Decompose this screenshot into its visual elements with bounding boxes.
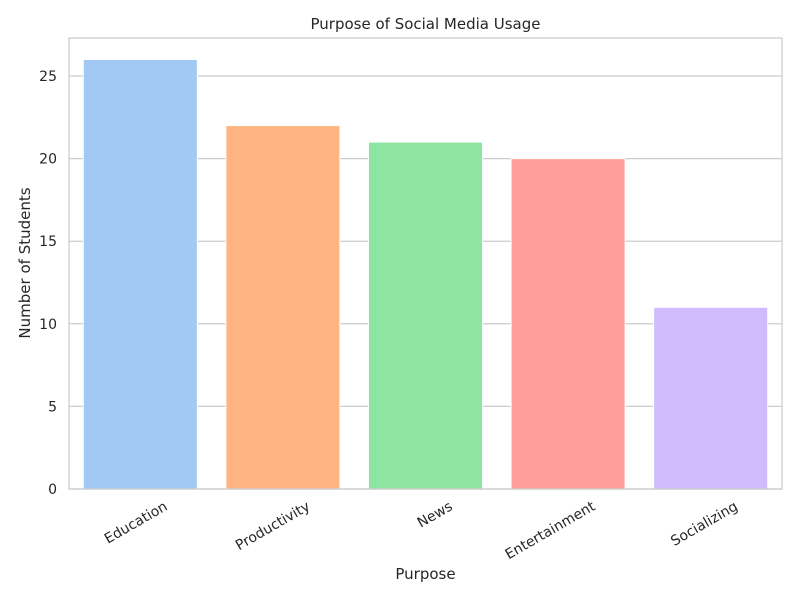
y-axis-label: Number of Students (16, 187, 34, 338)
x-axis-ticks: Education Productivity News Entertainment So… (102, 498, 741, 563)
plot-frame (68, 37, 783, 490)
x-tick-label: Education (102, 499, 170, 548)
y-tick-label: 20 (39, 152, 57, 168)
x-tick-label: Entertainment (503, 498, 599, 563)
bar-education (82, 58, 198, 490)
bar-socializing (653, 306, 769, 490)
bars (82, 58, 769, 490)
y-tick-label: 5 (48, 399, 57, 415)
x-tick-label: Productivity (233, 499, 313, 554)
y-tick-label: 15 (39, 234, 57, 250)
chart-title: Purpose of Social Media Usage (311, 15, 541, 33)
bar-entertainment (510, 158, 626, 490)
y-tick-label: 0 (48, 482, 57, 498)
bar-productivity (225, 125, 341, 490)
y-tick-label: 10 (39, 317, 57, 333)
x-axis-label: Purpose (395, 565, 455, 583)
y-axis-ticks: 0 5 10 15 20 25 (39, 69, 57, 498)
y-tick-label: 25 (39, 69, 57, 85)
x-tick-label: Socializing (668, 499, 740, 550)
bar-news (367, 141, 484, 490)
x-tick-label: News (415, 499, 456, 532)
